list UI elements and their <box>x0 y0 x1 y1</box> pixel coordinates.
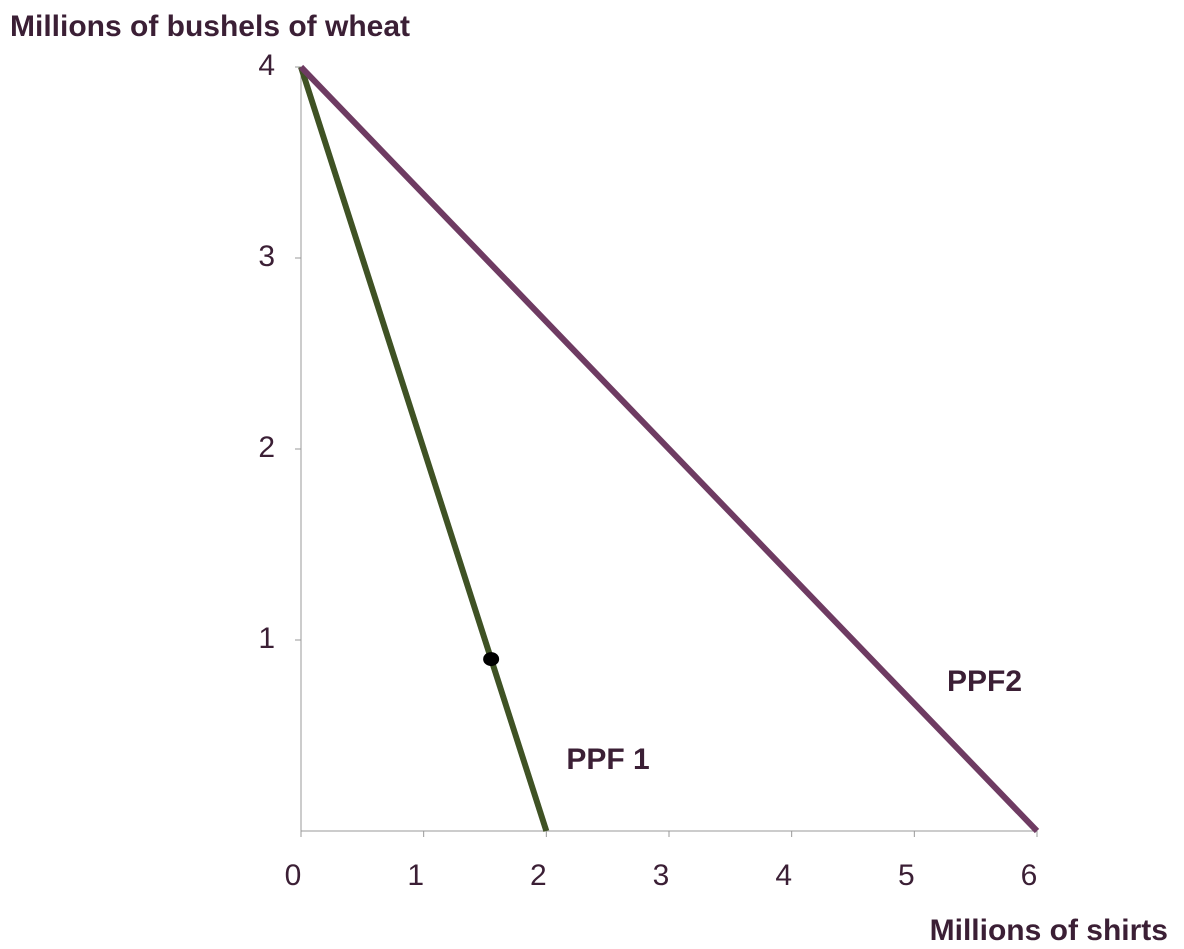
series-label: PPF2 <box>947 665 1022 698</box>
x-tick-label: 2 <box>530 859 547 892</box>
x-tick-label: 3 <box>653 859 670 892</box>
y-tick-label: 2 <box>258 431 275 464</box>
y-tick-label: 1 <box>258 622 275 655</box>
y-tick-label: 4 <box>258 49 275 82</box>
x-tick-label: 5 <box>898 859 915 892</box>
x-tick-label: 6 <box>1021 859 1038 892</box>
point <box>483 652 500 667</box>
x-axis-title: Millions of shirts <box>930 914 1168 947</box>
x-tick-label: 1 <box>407 859 424 892</box>
series-line <box>298 66 550 832</box>
series-label: PPF 1 <box>566 743 649 776</box>
y-tick-label: 3 <box>258 240 275 273</box>
x-tick-label: 0 <box>285 859 302 892</box>
series-line <box>298 64 1040 834</box>
y-axis-title: Millions of bushels of wheat <box>10 10 410 43</box>
x-tick-label: 4 <box>775 859 792 892</box>
